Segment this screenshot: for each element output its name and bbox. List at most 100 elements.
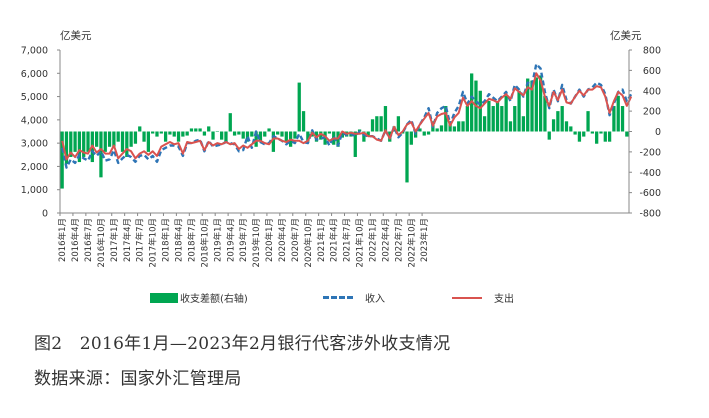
balance-bar [495,100,500,132]
balance-bar [340,131,344,138]
legend: 收支差额(右轴) 收入 支出 [0,290,709,306]
x-tick-label: 2020年7月 [290,218,301,262]
balance-bar [538,75,543,132]
right-tick-label: -200 [639,147,661,158]
balance-bar [73,131,77,152]
balance-bar [151,131,155,134]
balance-bar [112,131,116,147]
x-tick-label: 2018年4月 [174,218,185,262]
balance-bar [163,131,168,142]
balance-bar [245,131,250,142]
balance-bars [60,73,629,189]
balance-bar [280,131,284,137]
x-tick-label: 2020年10月 [303,218,314,267]
balance-bar [607,131,612,142]
right-tick-label: 600 [643,66,661,77]
balance-bar [86,131,90,152]
balance-bar [319,131,323,140]
balance-bar [569,126,573,132]
chart-canvas: 0 1,000 2,000 3,000 4,000 5,000 6,000 7,000 -80… [21,29,661,267]
balance-bar [172,131,176,137]
balance-bar [457,121,461,132]
balance-bar [293,131,297,139]
balance-bar [120,131,125,152]
balance-bar [267,128,271,132]
balance-bar [327,131,332,134]
balance-bar [375,116,379,132]
balance-bar [418,128,422,132]
right-tick-label: 400 [643,86,661,97]
balance-bar [595,131,599,144]
balance-bar [534,77,538,132]
balance-bar [409,131,413,145]
balance-bar [228,113,232,132]
x-tick-label: 2017年1月 [109,218,120,262]
balance-bar [69,131,73,157]
balance-bar [284,131,288,142]
x-tick-label: 2019年4月 [225,218,236,262]
legend-swatch-dashed [323,296,353,299]
balance-bar [504,95,508,132]
balance-bar [254,131,258,147]
balance-bar [297,82,301,132]
balance-bar [194,128,198,132]
balance-bar [306,131,310,142]
balance-bar [202,131,207,136]
right-tick-label: -600 [639,188,661,199]
x-tick-label: 2021年1月 [316,218,327,262]
balance-bar [517,90,521,132]
balance-bar [383,106,388,132]
balance-bar [241,131,245,139]
x-axis-ticks: 2016年1月 2016年4月 2016年7月 2016年10月 2017年1月 2017… [57,213,430,267]
balance-bar [370,119,375,132]
balance-bar [64,131,69,165]
balance-bar [181,131,185,137]
balance-bar [482,116,487,132]
x-tick-label: 2019年10月 [251,218,262,267]
x-tick-label: 2022年4月 [380,218,391,262]
balance-bar [258,131,263,142]
balance-bar [116,131,120,142]
balance-bar [276,131,280,135]
x-tick-label: 2023年1月 [419,218,430,262]
left-unit-label: 亿美元 [60,29,92,42]
balance-bar [478,90,482,132]
x-tick-label: 2016年10月 [96,218,107,267]
balance-bar [573,131,577,135]
balance-bar [138,126,142,132]
right-axis-ticks: -800 -600 -400 -200 0 200 400 600 800 [629,46,661,220]
balance-bar [107,131,112,147]
x-tick-label: 2020年1月 [264,218,275,262]
x-tick-label: 2017年10月 [148,218,159,267]
balance-bar [168,131,172,135]
left-tick-label: 5,000 [21,92,48,103]
balance-bar [556,111,560,132]
balance-bar [185,131,189,136]
income-line [61,62,633,169]
balance-bar [379,116,383,132]
left-tick-label: 6,000 [21,69,48,80]
right-tick-label: 800 [643,46,661,57]
left-tick-label: 2,000 [21,162,48,173]
x-tick-label: 2016年7月 [83,218,94,262]
balance-bar [422,131,426,136]
balance-bar [250,131,254,137]
balance-bar [513,106,517,132]
balance-bar [198,128,202,132]
balance-bar [426,131,431,135]
balance-bar [189,128,194,132]
balance-bar [103,131,107,152]
balance-bar [603,131,607,142]
legend-item-balance: 收支差额(右轴) [150,290,248,305]
balance-bar [366,131,370,137]
balance-bar [543,95,547,132]
balance-bar [362,131,366,142]
balance-bar [439,125,444,132]
balance-bar [77,131,82,163]
right-tick-label: 0 [655,127,661,138]
balance-bar [396,116,401,132]
right-tick-label: -800 [639,209,661,220]
balance-bar [232,131,237,136]
left-tick-label: 0 [42,209,48,220]
x-tick-label: 2022年10月 [406,218,417,267]
